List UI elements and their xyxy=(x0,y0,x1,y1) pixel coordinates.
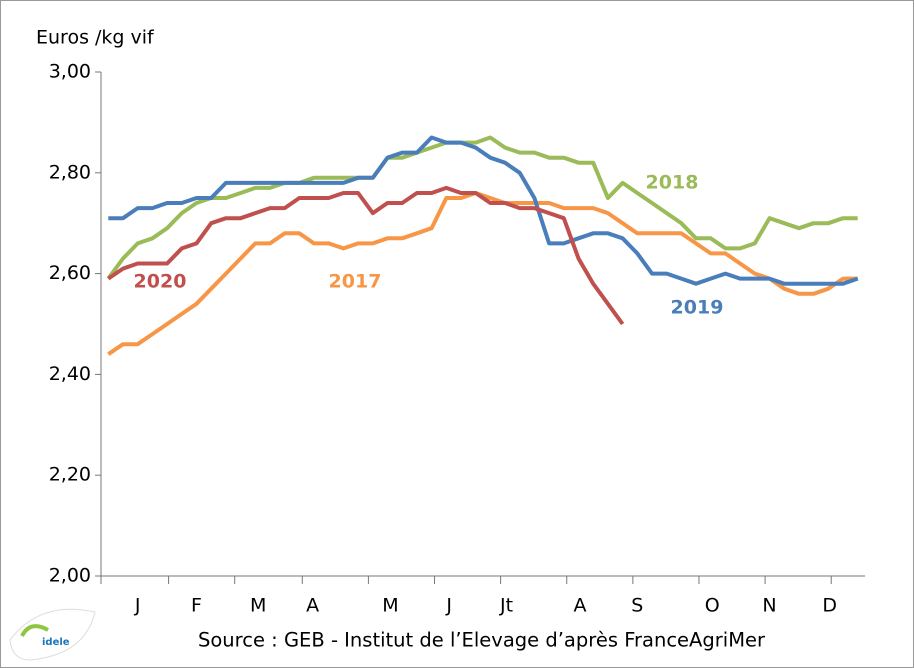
x-tick-label: S xyxy=(631,595,643,617)
x-tick-label: M xyxy=(250,595,266,617)
logo: idele xyxy=(9,608,96,661)
y-tick-label: 2,00 xyxy=(49,565,91,587)
x-tick-label: J xyxy=(134,595,141,617)
y-tick-label: 2,20 xyxy=(49,464,91,486)
series-label: 2017 xyxy=(329,271,382,293)
x-tick-label: D xyxy=(822,595,837,617)
logo-shape xyxy=(9,608,96,661)
y-axis-label: Euros /kg vif xyxy=(36,27,155,49)
x-tick-label: N xyxy=(762,595,776,617)
y-tick-label: 2,40 xyxy=(49,363,91,385)
y-tick-label: 2,80 xyxy=(49,161,91,183)
x-tick-label: J xyxy=(445,595,452,617)
y-tick-label: 2,60 xyxy=(49,262,91,284)
x-tick-label: M xyxy=(382,595,398,617)
series-line xyxy=(108,135,859,286)
x-tick-label: A xyxy=(306,595,319,617)
series-label: 2020 xyxy=(134,271,187,293)
x-tick-label: F xyxy=(191,595,202,617)
series-label: 2018 xyxy=(646,172,699,194)
logo-text: idele xyxy=(42,637,70,648)
series-label: 2019 xyxy=(671,297,724,319)
y-tick-label: 3,00 xyxy=(49,61,91,83)
x-tick-label: Jt xyxy=(499,595,513,617)
x-tick-label: O xyxy=(705,595,720,617)
series-line xyxy=(107,185,625,326)
source: Source : GEB - Institut de l’Elevage d’a… xyxy=(198,629,766,652)
series-line xyxy=(106,135,858,280)
x-tick-label: A xyxy=(573,595,586,617)
logo-leaf xyxy=(20,624,49,637)
series-line xyxy=(107,191,858,356)
